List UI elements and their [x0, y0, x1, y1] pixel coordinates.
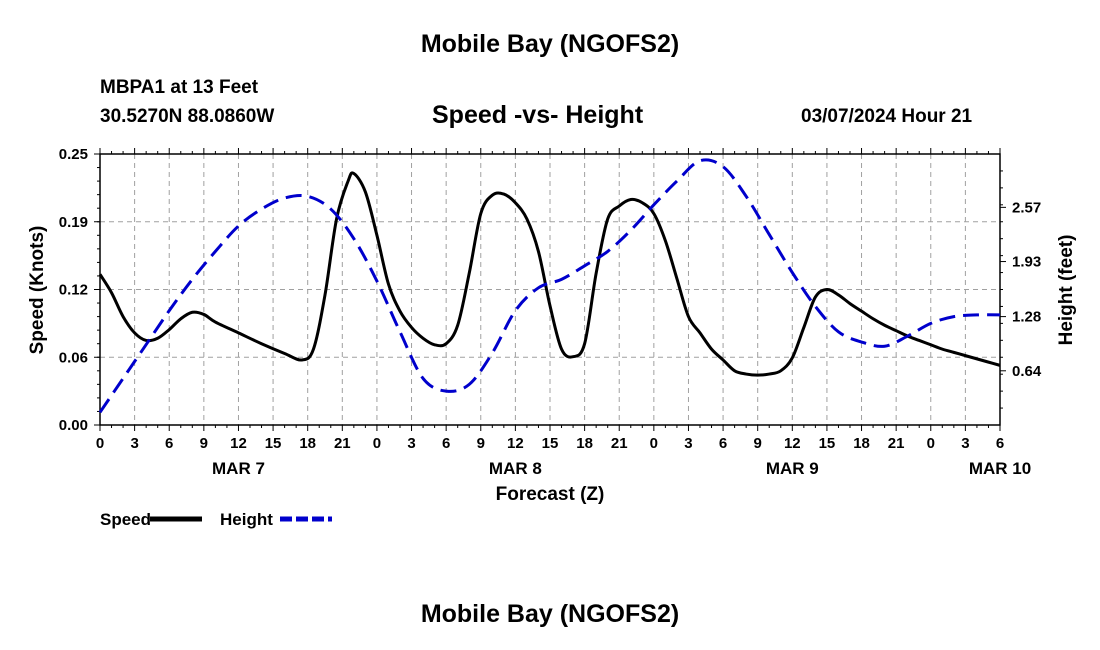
y-right-tick-label: 1.28 — [1012, 309, 1041, 326]
x-tick-label: 15 — [542, 435, 559, 452]
x-tick-label: 9 — [754, 435, 762, 452]
timestamp-label: 03/07/2024 Hour 21 — [801, 106, 973, 127]
y-left-tick-label: 0.19 — [59, 214, 88, 231]
x-tick-label: 0 — [927, 435, 935, 452]
x-tick-label: 9 — [477, 435, 485, 452]
chart-subtitle: Speed -vs- Height — [432, 101, 644, 129]
x-axis-title: Forecast (Z) — [496, 484, 605, 505]
date-label: MAR 10 — [969, 459, 1031, 478]
x-tick-label: 6 — [719, 435, 727, 452]
series-group — [98, 158, 1001, 414]
y-left-tick-label: 0.06 — [59, 349, 88, 366]
x-tick-label: 3 — [407, 435, 415, 452]
x-tick-label: 0 — [650, 435, 658, 452]
plot-frame — [99, 153, 1001, 426]
footer-title: Mobile Bay (NGOFS2) — [420, 600, 680, 628]
tick-labels: 0 3 6 9 12 15 18 21 0 3 6 9 12 15 18 21 0 3 6 9 12 15 18 21 0 3 6 M… — [59, 146, 1042, 478]
legend-label-height: Height — [220, 510, 273, 529]
station-label: MBPA1 at 13 Feet — [100, 77, 259, 98]
x-tick-label: 0 — [96, 435, 104, 452]
x-tick-label: 6 — [442, 435, 450, 452]
date-label: MAR 8 — [489, 459, 542, 478]
grid — [100, 154, 1000, 425]
legend: Speed Height — [100, 510, 332, 529]
speed-height-chart: 0 3 6 9 12 15 18 21 0 3 6 9 12 15 18 21 0 3 6 9 12 15 18 21 0 3 6 M… — [27, 146, 1077, 529]
y-right-tick-label: 2.57 — [1012, 199, 1041, 216]
date-label: MAR 9 — [766, 459, 819, 478]
chart-title: Mobile Bay (NGOFS2) — [420, 30, 680, 58]
date-label: MAR 7 — [212, 459, 265, 478]
x-tick-label: 6 — [996, 435, 1004, 452]
x-tick-label: 0 — [373, 435, 381, 452]
y-left-tick-label: 0.25 — [59, 146, 88, 163]
x-tick-label: 3 — [684, 435, 692, 452]
x-tick-label: 12 — [507, 435, 524, 452]
y-left-tick-label: 0.12 — [59, 282, 88, 299]
y-left-tick-label: 0.00 — [59, 417, 88, 434]
x-tick-label: 12 — [230, 435, 247, 452]
coordinates-label: 30.5270N 88.0860W — [100, 106, 275, 127]
x-tick-label: 3 — [130, 435, 138, 452]
x-tick-label: 15 — [819, 435, 836, 452]
series-line-height — [98, 158, 1001, 414]
legend-label-speed: Speed — [100, 510, 151, 529]
y-axis-left-title: Speed (Knots) — [27, 226, 48, 355]
y-right-tick-label: 0.64 — [1012, 363, 1042, 380]
x-tick-label: 12 — [784, 435, 801, 452]
x-tick-label: 18 — [853, 435, 870, 452]
x-tick-label: 3 — [961, 435, 969, 452]
x-tick-label: 21 — [888, 435, 905, 452]
y-axis-right-title: Height (feet) — [1056, 235, 1077, 346]
x-tick-label: 15 — [265, 435, 282, 452]
y-right-tick-label: 1.93 — [1012, 254, 1041, 271]
x-tick-label: 21 — [611, 435, 628, 452]
x-tick-label: 6 — [165, 435, 173, 452]
x-tick-label: 21 — [334, 435, 351, 452]
x-tick-label: 18 — [576, 435, 593, 452]
series-line-speed — [98, 171, 1001, 377]
x-tick-label: 18 — [299, 435, 316, 452]
x-tick-label: 9 — [200, 435, 208, 452]
